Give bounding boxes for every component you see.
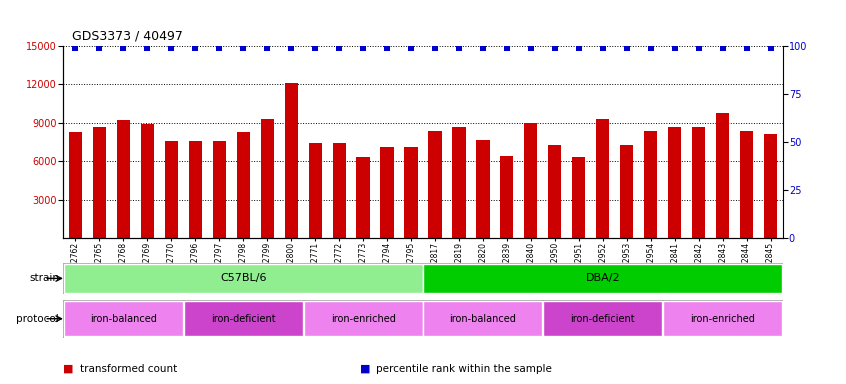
- Bar: [64, 264, 422, 293]
- Text: percentile rank within the sample: percentile rank within the sample: [376, 364, 552, 374]
- Bar: [644, 131, 657, 238]
- Bar: [525, 123, 537, 238]
- Bar: [261, 119, 274, 238]
- Point: [189, 45, 202, 51]
- Point: [404, 45, 418, 51]
- Text: GDS3373 / 40497: GDS3373 / 40497: [72, 29, 183, 42]
- Point: [667, 45, 681, 51]
- Text: strain: strain: [30, 273, 59, 283]
- Text: ■: ■: [360, 364, 370, 374]
- Point: [261, 45, 274, 51]
- Point: [764, 45, 777, 51]
- Bar: [404, 147, 418, 238]
- Text: iron-enriched: iron-enriched: [690, 314, 755, 324]
- Point: [548, 45, 562, 51]
- Point: [524, 45, 537, 51]
- Bar: [548, 145, 562, 238]
- Bar: [740, 131, 753, 238]
- Bar: [117, 120, 130, 238]
- Point: [476, 45, 490, 51]
- Bar: [356, 157, 370, 238]
- Text: iron-balanced: iron-balanced: [449, 314, 516, 324]
- Text: DBA/2: DBA/2: [585, 273, 620, 283]
- Bar: [284, 83, 298, 238]
- Bar: [424, 264, 782, 293]
- Point: [428, 45, 442, 51]
- Bar: [332, 143, 346, 238]
- Bar: [93, 127, 106, 238]
- Bar: [764, 134, 777, 238]
- Bar: [189, 141, 202, 238]
- Point: [308, 45, 321, 51]
- Bar: [424, 301, 542, 336]
- Bar: [663, 301, 782, 336]
- Bar: [69, 132, 82, 238]
- Text: iron-deficient: iron-deficient: [211, 314, 276, 324]
- Point: [212, 45, 226, 51]
- Point: [117, 45, 130, 51]
- Point: [620, 45, 634, 51]
- Point: [284, 45, 298, 51]
- Bar: [692, 127, 706, 238]
- Point: [140, 45, 154, 51]
- Text: ■: ■: [63, 364, 74, 374]
- Point: [236, 45, 250, 51]
- Bar: [212, 141, 226, 238]
- Text: C57BL/6: C57BL/6: [220, 273, 266, 283]
- Bar: [428, 131, 442, 238]
- Bar: [476, 139, 490, 238]
- Point: [500, 45, 514, 51]
- Point: [739, 45, 753, 51]
- Point: [356, 45, 370, 51]
- Point: [92, 45, 106, 51]
- Point: [572, 45, 585, 51]
- Point: [644, 45, 657, 51]
- Bar: [165, 141, 178, 238]
- Bar: [620, 145, 634, 238]
- Bar: [572, 157, 585, 238]
- Bar: [309, 143, 321, 238]
- Bar: [668, 127, 681, 238]
- Point: [69, 45, 82, 51]
- Bar: [453, 127, 465, 238]
- Point: [164, 45, 178, 51]
- Text: iron-deficient: iron-deficient: [570, 314, 635, 324]
- Bar: [64, 301, 183, 336]
- Bar: [237, 132, 250, 238]
- Point: [332, 45, 346, 51]
- Bar: [543, 301, 662, 336]
- Bar: [304, 301, 422, 336]
- Bar: [716, 113, 729, 238]
- Bar: [140, 124, 154, 238]
- Bar: [381, 147, 393, 238]
- Point: [596, 45, 609, 51]
- Text: iron-enriched: iron-enriched: [331, 314, 396, 324]
- Bar: [596, 119, 609, 238]
- Point: [380, 45, 393, 51]
- Point: [452, 45, 465, 51]
- Text: protocol: protocol: [16, 314, 59, 324]
- Text: iron-balanced: iron-balanced: [90, 314, 157, 324]
- Bar: [184, 301, 303, 336]
- Text: transformed count: transformed count: [80, 364, 178, 374]
- Point: [716, 45, 729, 51]
- Point: [692, 45, 706, 51]
- Bar: [500, 156, 514, 238]
